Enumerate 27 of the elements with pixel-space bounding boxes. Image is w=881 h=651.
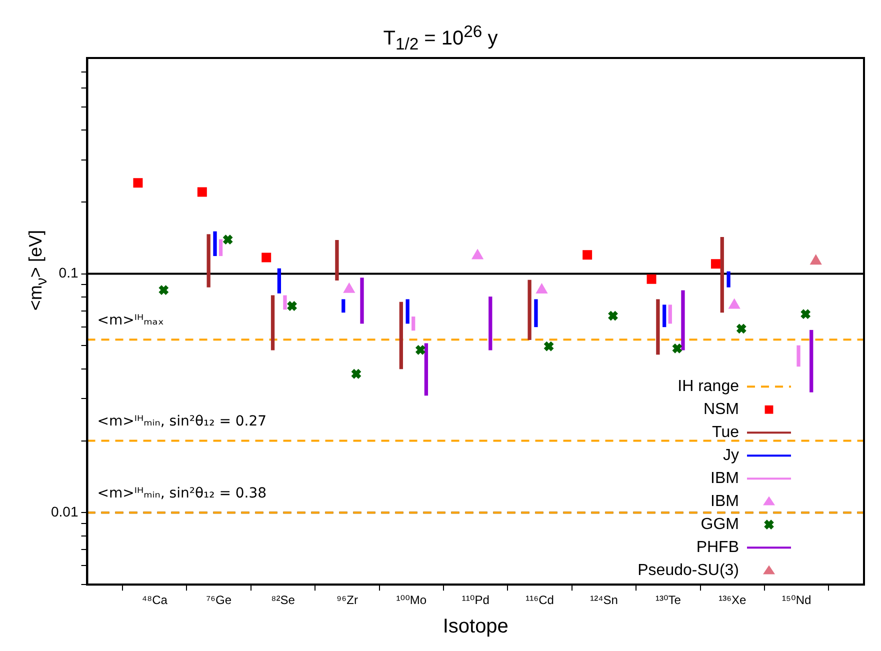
chart-title: T$_{1/2}$ = 10$^{26}$ y — [382, 22, 499, 55]
annotation: <m>ᴵᴴₘᵢₙ, sin²θ₁₂ = 0.27 — [97, 413, 267, 430]
legend-label: Pseudo-SU(3) — [638, 562, 739, 580]
x-tick-label: ⁹⁶Zr — [336, 593, 358, 608]
x-axis-title: Isotope — [442, 616, 508, 638]
legend-label: IBM — [710, 493, 739, 510]
y-tick-label: 0.1 — [58, 264, 78, 281]
legend-label: IBM — [710, 470, 739, 488]
x-tick-label: ¹⁵⁰Nd — [782, 593, 812, 608]
x-tick-label: ⁸²Se — [271, 593, 296, 608]
annotation: <m>ᴵᴴₘᵢₙ, sin²θ₁₂ = 0.38 — [97, 485, 267, 502]
legend-label: Jy — [723, 447, 739, 464]
legend-label: Tue — [712, 424, 740, 442]
legend-label: NSM — [703, 401, 739, 418]
x-tick-label: ⁴⁸Ca — [142, 593, 168, 608]
y-tick-label: 0.01 — [51, 504, 78, 520]
x-tick-label: ⁷⁶Ge — [206, 593, 232, 608]
x-tick-label: ¹⁰⁰Mo — [396, 593, 427, 608]
x-tick-label: ¹³⁰Te — [655, 593, 682, 608]
legend-label: GGM — [700, 516, 739, 534]
x-tick-label: ¹²⁴Sn — [590, 593, 618, 608]
legend-label: PHFB — [696, 539, 739, 556]
x-tick-label: ¹¹⁶Cd — [526, 593, 554, 608]
x-tick-label: ¹³⁶Xe — [718, 593, 747, 608]
annotation: <m>ᴵᴴₘₐₓ — [97, 312, 164, 328]
legend-title: IH range — [678, 378, 740, 396]
x-tick-label: ¹¹⁰Pd — [462, 593, 490, 608]
